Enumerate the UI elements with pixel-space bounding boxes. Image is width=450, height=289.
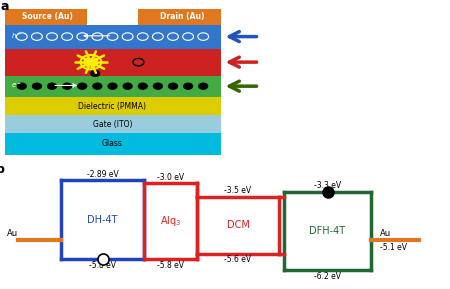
Circle shape: [123, 83, 132, 90]
Text: -3.3 eV: -3.3 eV: [314, 181, 341, 190]
Text: DH-4T: DH-4T: [87, 215, 118, 225]
Text: -3.0 eV: -3.0 eV: [157, 173, 184, 181]
Bar: [139, 9, 220, 25]
Text: -5.1 eV: -5.1 eV: [380, 243, 407, 252]
Bar: [4, 76, 220, 97]
Text: DCM: DCM: [227, 220, 249, 230]
Text: -5.8 eV: -5.8 eV: [157, 261, 184, 270]
Circle shape: [17, 83, 27, 90]
Text: $e^-$: $e^-$: [11, 81, 22, 90]
Circle shape: [77, 83, 87, 90]
Text: DFH-4T: DFH-4T: [310, 226, 346, 236]
Text: -6.2 eV: -6.2 eV: [314, 272, 341, 281]
Text: Dielectric (PMMA): Dielectric (PMMA): [78, 102, 147, 111]
Text: Source (Au): Source (Au): [22, 12, 72, 21]
Text: -5.6 eV: -5.6 eV: [225, 255, 252, 264]
Circle shape: [47, 83, 57, 90]
Circle shape: [108, 83, 117, 90]
Text: Gate (ITO): Gate (ITO): [93, 120, 132, 129]
Text: -2.89 eV: -2.89 eV: [87, 170, 119, 179]
Text: Alq$_3$: Alq$_3$: [160, 214, 181, 228]
Text: b: b: [0, 163, 4, 176]
Circle shape: [85, 58, 97, 66]
Circle shape: [153, 83, 162, 90]
Circle shape: [91, 71, 99, 76]
Circle shape: [93, 83, 102, 90]
Bar: [4, 116, 220, 133]
Circle shape: [138, 83, 148, 90]
Text: a: a: [0, 0, 9, 13]
Bar: [4, 9, 86, 25]
Bar: [4, 133, 220, 155]
Text: Glass: Glass: [102, 139, 123, 148]
Text: $h^+$: $h^+$: [11, 31, 22, 41]
Text: -5.8 eV: -5.8 eV: [89, 261, 116, 270]
Text: Au: Au: [380, 229, 391, 238]
Circle shape: [32, 83, 42, 90]
Text: Au: Au: [7, 229, 18, 238]
Text: Drain (Au): Drain (Au): [160, 12, 204, 21]
Circle shape: [63, 83, 72, 90]
Circle shape: [168, 83, 178, 90]
Bar: [4, 25, 220, 49]
Circle shape: [198, 83, 208, 90]
Bar: [4, 97, 220, 116]
Circle shape: [183, 83, 193, 90]
Text: -3.5 eV: -3.5 eV: [225, 186, 252, 195]
Bar: [4, 49, 220, 76]
